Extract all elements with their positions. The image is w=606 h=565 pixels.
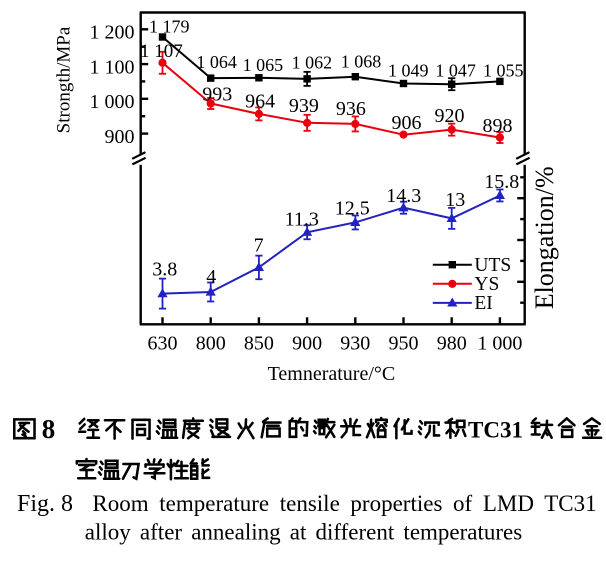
svg-text:13: 13 — [445, 189, 465, 211]
svg-text:1 100: 1 100 — [90, 56, 135, 78]
svg-text:920: 920 — [435, 105, 465, 127]
svg-text:930: 930 — [340, 333, 370, 355]
svg-text:8: 8 — [42, 414, 56, 444]
svg-text:900: 900 — [105, 126, 135, 148]
svg-text:850: 850 — [244, 333, 274, 355]
svg-text:1 049: 1 049 — [388, 61, 429, 81]
svg-text:1 107: 1 107 — [140, 41, 183, 62]
svg-text:YS: YS — [474, 274, 499, 295]
svg-text:Strongth/MPa: Strongth/MPa — [54, 26, 75, 133]
svg-text:1 000: 1 000 — [477, 333, 522, 355]
svg-text:980: 980 — [437, 333, 467, 355]
svg-text:964: 964 — [245, 91, 275, 113]
svg-text:1 064: 1 064 — [196, 52, 237, 72]
svg-text:1 000: 1 000 — [90, 91, 135, 113]
svg-text:993: 993 — [202, 83, 232, 105]
svg-text:UTS: UTS — [474, 255, 511, 276]
svg-text:939: 939 — [289, 95, 319, 117]
svg-text:Elongation/%: Elongation/% — [530, 166, 559, 309]
svg-text:1 062: 1 062 — [292, 52, 333, 72]
svg-text:1 179: 1 179 — [149, 16, 190, 36]
svg-text:900: 900 — [292, 333, 322, 355]
svg-text:898: 898 — [483, 115, 513, 137]
svg-text:4: 4 — [206, 266, 216, 288]
svg-text:1 200: 1 200 — [90, 22, 135, 44]
svg-text:alloy after annealing at diffe: alloy after annealing at different tempe… — [85, 520, 522, 545]
svg-text:Room temperature tensile prope: Room temperature tensile properties of L… — [92, 491, 596, 516]
svg-text:Temnerature/°C: Temnerature/°C — [268, 363, 396, 385]
svg-text:Fig. 8: Fig. 8 — [17, 491, 73, 517]
svg-text:936: 936 — [336, 98, 366, 120]
svg-text:906: 906 — [392, 112, 422, 134]
svg-text:EI: EI — [474, 293, 492, 314]
svg-text:1 047: 1 047 — [435, 61, 476, 81]
svg-text:950: 950 — [389, 333, 419, 355]
svg-text:3.8: 3.8 — [152, 259, 177, 281]
svg-text:630: 630 — [148, 333, 178, 355]
svg-text:14.3: 14.3 — [386, 185, 421, 207]
svg-text:1 055: 1 055 — [483, 61, 524, 81]
svg-text:TC31: TC31 — [468, 418, 523, 443]
svg-text:1 068: 1 068 — [341, 51, 382, 71]
svg-text:800: 800 — [196, 333, 226, 355]
svg-text:15.8: 15.8 — [484, 171, 519, 193]
svg-text:1 065: 1 065 — [243, 55, 284, 75]
svg-text:7: 7 — [254, 235, 264, 257]
svg-text:12.5: 12.5 — [335, 198, 370, 220]
svg-text:11.3: 11.3 — [285, 208, 319, 230]
